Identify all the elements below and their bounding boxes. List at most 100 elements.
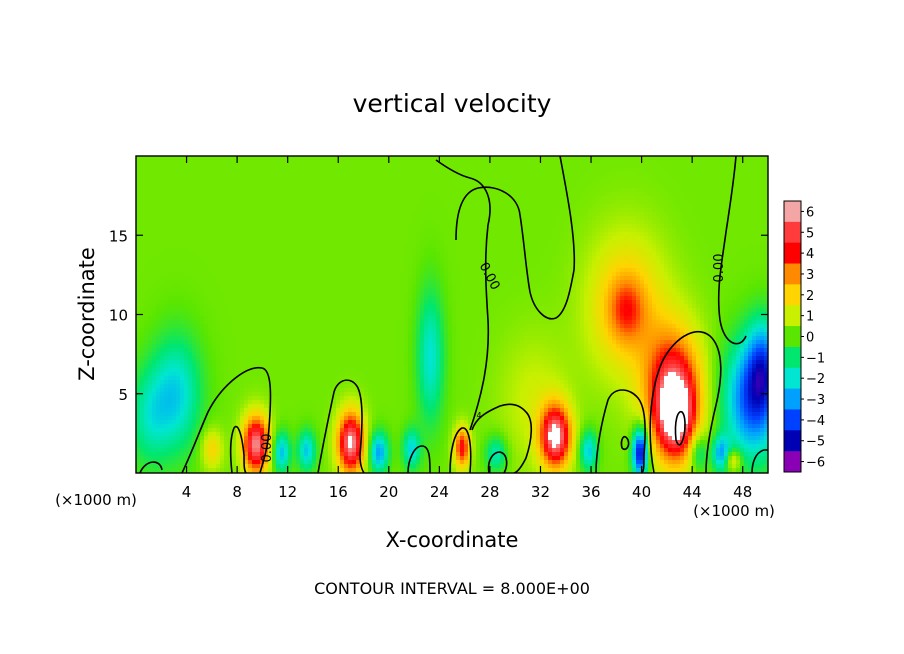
heatmap-cell [212, 196, 217, 201]
heatmap-cell [376, 184, 381, 189]
heatmap-cell [296, 176, 301, 181]
heatmap-cell [348, 156, 353, 161]
heatmap-cell [612, 260, 617, 265]
heatmap-cell [372, 252, 377, 257]
heatmap-cell [148, 176, 153, 181]
heatmap-cell [688, 180, 693, 185]
heatmap-cell [656, 248, 661, 253]
heatmap-cell [380, 224, 385, 229]
heatmap-cell [268, 240, 273, 245]
heatmap-cell [204, 268, 209, 273]
heatmap-cell [700, 172, 705, 177]
heatmap-cell [504, 244, 509, 249]
heatmap-cell [740, 248, 745, 253]
heatmap-cell [288, 212, 293, 217]
heatmap-cell [156, 236, 161, 241]
heatmap-cell [716, 264, 721, 269]
heatmap-cell [252, 204, 257, 209]
heatmap-cell [464, 240, 469, 245]
heatmap-cell [136, 228, 141, 233]
heatmap-cell [764, 232, 768, 237]
heatmap-cell [328, 224, 333, 229]
heatmap-cell [300, 256, 305, 261]
heatmap-cell [268, 276, 273, 281]
heatmap-cell [292, 228, 297, 233]
heatmap-cell [248, 240, 253, 245]
heatmap-cell [408, 280, 413, 285]
heatmap-cell [232, 168, 237, 173]
heatmap-cell [456, 260, 461, 265]
heatmap-cell [340, 232, 345, 237]
heatmap-cell [368, 188, 373, 193]
heatmap-cell [212, 176, 217, 181]
heatmap-cell [236, 188, 241, 193]
heatmap-cell [288, 172, 293, 177]
heatmap-cell [328, 172, 333, 177]
heatmap-cell [256, 216, 261, 221]
heatmap-cell [140, 164, 145, 169]
heatmap-cell [556, 264, 561, 269]
heatmap-cell [572, 212, 577, 217]
heatmap-cell [692, 260, 697, 265]
heatmap-cell [348, 256, 353, 261]
heatmap-cell [540, 268, 545, 273]
heatmap-cell [416, 176, 421, 181]
heatmap-cell [584, 176, 589, 181]
heatmap-cell [344, 272, 349, 277]
heatmap-cell [724, 216, 729, 221]
heatmap-cell [312, 160, 317, 165]
heatmap-cell [516, 248, 521, 253]
heatmap-cell [736, 192, 741, 197]
heatmap-cell [460, 168, 465, 173]
heatmap-cell [296, 164, 301, 169]
heatmap-cell [296, 196, 301, 201]
heatmap-cell [400, 280, 405, 285]
heatmap-cell [456, 228, 461, 233]
heatmap-cell [492, 240, 497, 245]
heatmap-cell [232, 280, 237, 285]
heatmap-cell [540, 240, 545, 245]
heatmap-cell [388, 156, 393, 161]
heatmap-cell [404, 172, 409, 177]
heatmap-cell [728, 260, 733, 265]
heatmap-cell [592, 248, 597, 253]
heatmap-cell [760, 220, 765, 225]
heatmap-cell [420, 252, 425, 257]
heatmap-cell [156, 156, 161, 161]
heatmap-cell [340, 192, 345, 197]
heatmap-cell [552, 268, 557, 273]
heatmap-cell [576, 248, 581, 253]
heatmap-cell [744, 196, 749, 201]
heatmap-cell [512, 244, 517, 249]
heatmap-cell [148, 260, 153, 265]
heatmap-cell [212, 248, 217, 253]
heatmap-cell [660, 224, 665, 229]
heatmap-cell [488, 272, 493, 277]
heatmap-cell [496, 264, 501, 269]
heatmap-cell [336, 236, 341, 241]
heatmap-cell [648, 240, 653, 245]
heatmap-cell [636, 156, 641, 161]
heatmap-cell [188, 276, 193, 281]
heatmap-cell [180, 180, 185, 185]
heatmap-cell [692, 248, 697, 253]
heatmap-cell [544, 236, 549, 241]
heatmap-cell [660, 252, 665, 257]
heatmap-cell [180, 264, 185, 269]
heatmap-cell [264, 232, 269, 237]
heatmap-cell [204, 272, 209, 277]
heatmap-cell [696, 228, 701, 233]
heatmap-cell [732, 204, 737, 209]
heatmap-cell [364, 172, 369, 177]
heatmap-cell [556, 164, 561, 169]
heatmap-cell [676, 220, 681, 225]
heatmap-cell [504, 268, 509, 273]
heatmap-cell [316, 272, 321, 277]
heatmap-cell [356, 192, 361, 197]
heatmap-cell [560, 268, 565, 273]
heatmap-cell [456, 280, 461, 285]
heatmap-cell [200, 220, 205, 225]
heatmap-cell [556, 160, 561, 165]
heatmap-cell [408, 196, 413, 201]
heatmap-cell [388, 260, 393, 265]
